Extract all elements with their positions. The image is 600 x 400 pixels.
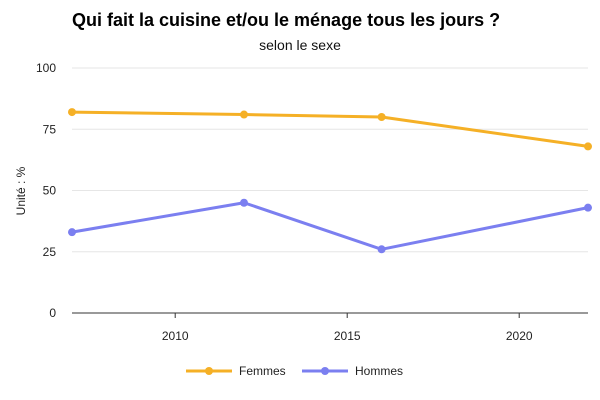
chart-title: Qui fait la cuisine et/ou le ménage tous…: [72, 10, 500, 30]
series-line: [70, 110, 590, 148]
x-tick-label: 2020: [506, 329, 533, 343]
data-point[interactable]: [584, 203, 592, 212]
data-point[interactable]: [68, 228, 76, 237]
y-tick-label: 100: [36, 61, 56, 75]
data-point[interactable]: [68, 108, 76, 117]
y-axis-label: Unité : %: [14, 166, 28, 215]
chart-subtitle: selon le sexe: [259, 37, 341, 53]
y-tick-label: 50: [43, 184, 57, 198]
legend-item-hommes[interactable]: Hommes: [302, 364, 403, 378]
data-point[interactable]: [377, 245, 386, 254]
legend-label: Femmes: [239, 364, 286, 378]
series-line: [70, 201, 590, 251]
legend-item-femmes[interactable]: Femmes: [186, 364, 286, 378]
data-point[interactable]: [240, 198, 248, 207]
series-group: [68, 108, 592, 254]
x-tick-label: 2015: [334, 329, 361, 343]
legend-label: Hommes: [355, 364, 403, 378]
series-femmes: [68, 108, 592, 151]
data-point[interactable]: [377, 113, 386, 121]
data-point[interactable]: [240, 110, 248, 119]
data-point[interactable]: [584, 142, 592, 151]
series-hommes: [68, 198, 592, 254]
axes: 0 25 50 75 100 2010 2015 2020: [36, 61, 588, 343]
legend-marker-icon: [205, 367, 213, 375]
legend[interactable]: Femmes Hommes: [186, 364, 403, 378]
y-tick-label: 0: [49, 306, 56, 320]
y-tick-label: 75: [43, 122, 57, 136]
legend-marker-icon: [321, 367, 329, 375]
x-tick-label: 2010: [162, 329, 189, 343]
y-tick-label: 25: [43, 245, 57, 259]
gridlines: [72, 67, 588, 253]
